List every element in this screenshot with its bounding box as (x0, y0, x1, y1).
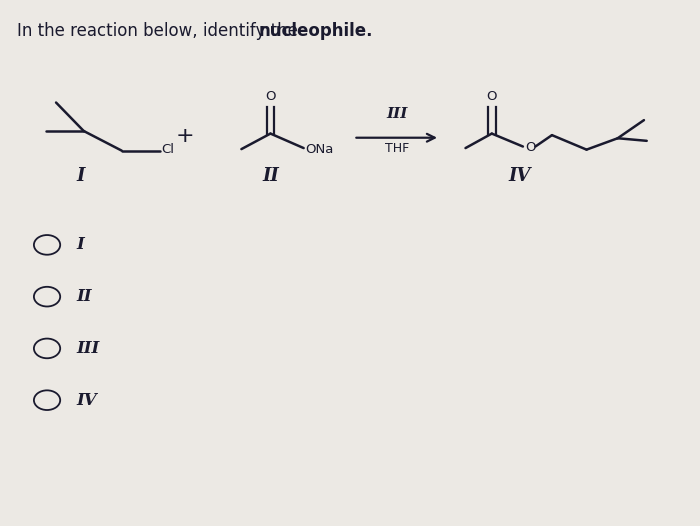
Text: I: I (76, 167, 85, 185)
Text: O: O (525, 141, 536, 154)
Text: In the reaction below, identify the: In the reaction below, identify the (17, 22, 302, 41)
Text: O: O (265, 89, 276, 103)
Text: +: + (176, 126, 195, 146)
Text: II: II (77, 288, 92, 305)
Text: O: O (486, 89, 497, 103)
Text: THF: THF (384, 142, 409, 155)
Text: II: II (262, 167, 279, 185)
Text: IV: IV (508, 167, 531, 185)
Text: Cl: Cl (161, 143, 174, 156)
Text: I: I (77, 236, 85, 254)
Text: III: III (386, 107, 407, 121)
Text: ONa: ONa (305, 143, 333, 156)
Text: nucleophile.: nucleophile. (259, 22, 373, 41)
Text: IV: IV (77, 392, 97, 409)
Text: III: III (77, 340, 100, 357)
